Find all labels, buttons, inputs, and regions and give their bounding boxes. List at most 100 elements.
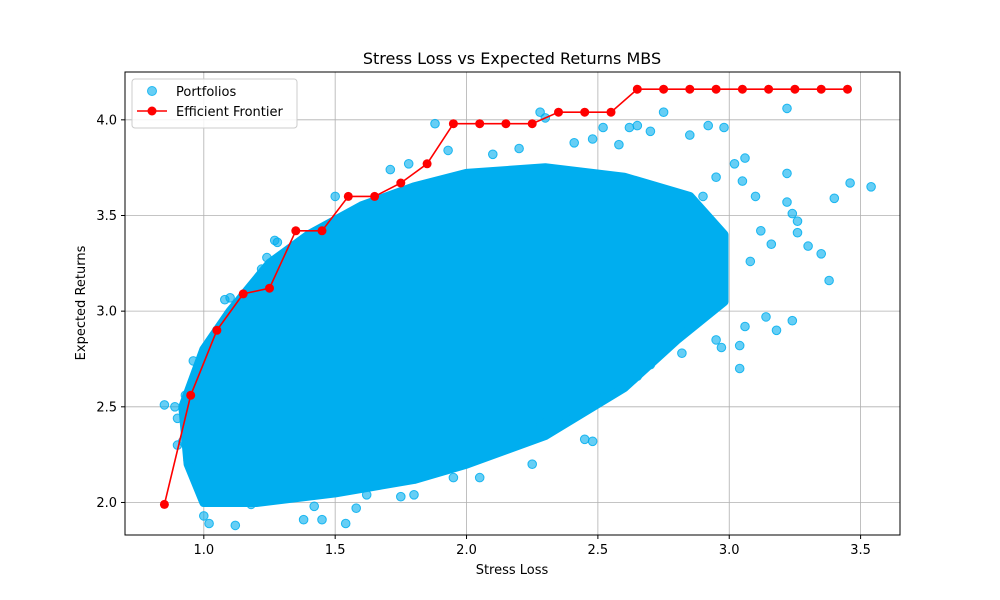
portfolio-point xyxy=(598,122,608,133)
x-tick-label: 3.5 xyxy=(850,543,871,558)
frontier-point xyxy=(790,84,800,94)
portfolio-point xyxy=(614,139,624,150)
y-tick-label: 3.5 xyxy=(96,209,117,224)
portfolio-point xyxy=(734,340,745,351)
portfolio-point xyxy=(677,348,687,359)
portfolio-point xyxy=(514,143,524,154)
frontier-point xyxy=(396,178,406,188)
portfolio-point xyxy=(792,227,803,238)
y-tick-label: 3.0 xyxy=(96,305,117,320)
portfolio-point xyxy=(159,400,170,410)
y-tick-label: 4.0 xyxy=(96,113,117,128)
portfolio-point xyxy=(756,226,766,236)
legend-marker-portfolios xyxy=(147,86,157,96)
portfolio-point xyxy=(220,294,230,305)
portfolio-point xyxy=(309,501,320,512)
frontier-point xyxy=(527,119,537,129)
portfolio-point xyxy=(632,371,643,382)
portfolio-point xyxy=(740,153,750,163)
portfolio-point xyxy=(766,239,777,249)
frontier-point xyxy=(186,390,196,400)
portfolio-point xyxy=(729,159,740,169)
portfolio-point xyxy=(188,356,199,366)
portfolio-point xyxy=(685,130,695,140)
frontier-point xyxy=(317,226,327,236)
x-axis-label: Stress Loss xyxy=(476,563,549,578)
portfolio-point xyxy=(204,518,214,529)
portfolio-point xyxy=(185,463,196,473)
frontier-point xyxy=(816,84,826,94)
portfolio-point xyxy=(734,363,745,374)
portfolio-point xyxy=(845,178,855,188)
legend-marker-frontier xyxy=(147,106,157,116)
portfolio-point xyxy=(703,120,714,131)
portfolio-point xyxy=(199,511,209,521)
portfolio-point xyxy=(771,325,782,336)
portfolio-point xyxy=(385,164,396,175)
frontier-point xyxy=(606,107,616,117)
portfolio-point xyxy=(340,518,351,529)
portfolio-point xyxy=(448,472,459,483)
x-tick-label: 1.0 xyxy=(193,543,214,558)
y-tick-label: 2.0 xyxy=(96,496,117,511)
portfolio-point xyxy=(711,172,721,182)
portfolio-point xyxy=(587,134,598,144)
portfolio-point xyxy=(824,275,834,286)
frontier-point xyxy=(265,283,274,293)
legend: Portfolios Efficient Frontier xyxy=(131,78,298,129)
portfolio-point xyxy=(514,438,524,449)
portfolio-point xyxy=(716,342,727,353)
portfolio-point xyxy=(645,359,656,370)
axis-ticks: 1.0 1.5 2.0 2.5 3.0 3.5 2.0 2.5 3.0 3.5 4.0 xyxy=(96,113,871,558)
portfolio-point xyxy=(317,514,327,525)
portfolio-point xyxy=(711,335,721,345)
frontier-point xyxy=(580,107,590,117)
portfolio-point xyxy=(632,120,643,131)
frontier-point xyxy=(554,107,563,117)
y-axis-label: Expected Returns xyxy=(74,245,89,360)
portfolio-point xyxy=(645,126,656,137)
portfolio-point xyxy=(535,417,545,427)
portfolio-point xyxy=(803,241,813,251)
portfolio-point xyxy=(256,264,267,274)
frontier-point xyxy=(659,84,669,94)
portfolio-point xyxy=(403,159,414,169)
portfolio-point xyxy=(409,490,419,500)
portfolio-point xyxy=(172,413,183,424)
frontier-point xyxy=(737,84,747,94)
frontier-point xyxy=(343,191,353,201)
portfolio-point xyxy=(361,490,372,500)
portfolio-point xyxy=(792,216,803,226)
chart-title: Stress Loss vs Expected Returns MBS xyxy=(363,49,661,68)
portfolio-point xyxy=(170,402,180,412)
portfolio-point xyxy=(787,208,798,219)
portfolio-point xyxy=(750,191,761,202)
portfolio-point xyxy=(782,168,792,179)
x-tick-label: 3.0 xyxy=(719,543,740,558)
frontier-point xyxy=(448,119,458,129)
portfolio-point xyxy=(698,191,708,202)
portfolio-point xyxy=(443,145,453,156)
frontier-point xyxy=(291,226,301,236)
portfolio-point xyxy=(745,256,756,267)
portfolio-point xyxy=(761,312,771,322)
legend-box xyxy=(131,78,298,129)
portfolio-point xyxy=(587,436,598,447)
frontier-point xyxy=(685,84,695,94)
frontier-point xyxy=(843,84,852,94)
efficient-frontier xyxy=(159,84,852,509)
portfolio-point xyxy=(737,176,748,186)
frontier-point xyxy=(501,119,511,129)
portfolio-point xyxy=(624,122,635,133)
portfolio-point xyxy=(740,321,750,332)
portfolio-point xyxy=(658,107,669,117)
portfolio-point xyxy=(330,191,341,202)
portfolio-point xyxy=(488,149,498,160)
legend-label-efficient-frontier: Efficient Frontier xyxy=(176,105,283,120)
frontier-point xyxy=(632,84,642,94)
portfolio-point xyxy=(782,197,792,207)
frontier-point xyxy=(370,191,380,201)
portfolio-point xyxy=(719,122,729,133)
x-tick-label: 2.0 xyxy=(456,543,477,558)
